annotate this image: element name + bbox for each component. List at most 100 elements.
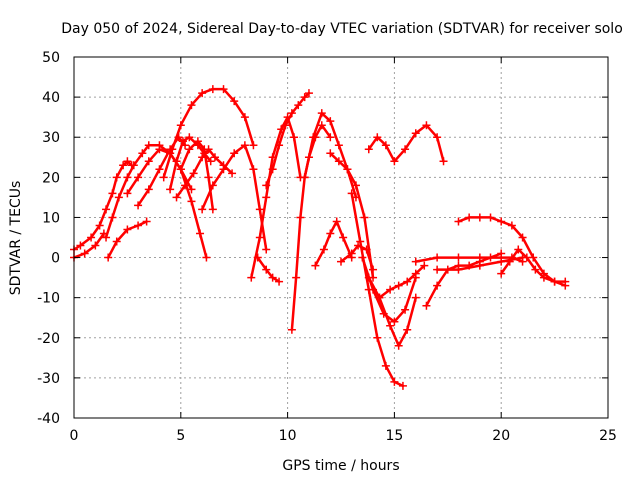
series-arc-23 — [378, 264, 426, 299]
data-point-marker — [381, 141, 390, 150]
series-arc-9 — [179, 139, 215, 211]
series-arc-14 — [264, 91, 311, 187]
data-point-marker — [300, 93, 309, 102]
data-point-marker — [356, 237, 365, 246]
series-arc-11 — [200, 143, 268, 251]
data-point-marker — [507, 221, 516, 230]
chart-title: Day 050 of 2024, Sidereal Day-to-day VTE… — [61, 21, 623, 37]
data-point-marker — [185, 133, 194, 142]
x-tick-label: 5 — [176, 428, 185, 444]
data-point-marker — [486, 213, 495, 222]
data-point-marker — [219, 165, 228, 174]
data-point-marker — [497, 217, 506, 226]
data-point-marker — [262, 265, 271, 274]
series-arc-18 — [329, 152, 375, 279]
data-point-marker — [178, 137, 187, 146]
data-point-marker — [208, 205, 217, 214]
data-point-marker — [193, 137, 202, 146]
series-arc-24 — [367, 123, 445, 163]
data-point-marker — [138, 149, 147, 158]
data-point-marker — [304, 89, 313, 98]
data-point-marker — [326, 133, 335, 142]
data-point-marker — [281, 121, 290, 130]
data-point-marker — [550, 277, 559, 286]
data-point-marker — [300, 173, 309, 182]
data-point-marker — [373, 333, 382, 342]
data-point-marker — [255, 205, 264, 214]
data-point-marker — [123, 225, 132, 234]
series-arc-20 — [350, 192, 405, 388]
data-point-marker — [155, 145, 164, 154]
data-point-marker — [561, 277, 570, 286]
data-point-marker — [475, 213, 484, 222]
data-point-marker — [204, 145, 213, 154]
data-point-marker — [204, 173, 213, 182]
data-point-marker — [375, 293, 384, 302]
data-point-marker — [189, 169, 198, 178]
data-point-marker — [119, 161, 128, 170]
data-point-marker — [155, 165, 164, 174]
data-point-marker — [102, 205, 111, 214]
data-point-marker — [420, 261, 429, 270]
data-point-marker — [326, 149, 335, 158]
data-point-marker — [394, 281, 403, 290]
data-point-marker — [142, 217, 151, 226]
data-point-marker — [326, 229, 335, 238]
data-point-marker — [343, 165, 352, 174]
data-point-marker — [108, 189, 117, 198]
data-point-marker — [255, 233, 264, 242]
data-point-marker — [275, 277, 284, 286]
series-group — [70, 85, 570, 390]
data-point-marker — [475, 253, 484, 262]
data-point-marker — [176, 121, 185, 130]
data-point-marker — [219, 85, 228, 94]
data-point-marker — [181, 181, 190, 190]
data-point-marker — [454, 253, 463, 262]
data-point-marker — [268, 273, 277, 282]
data-point-marker — [290, 133, 299, 142]
data-point-marker — [249, 141, 258, 150]
data-point-marker — [394, 341, 403, 350]
data-point-marker — [187, 197, 196, 206]
data-point-marker — [123, 157, 132, 166]
data-point-marker — [411, 269, 420, 278]
data-point-marker — [144, 141, 153, 150]
data-point-marker — [206, 157, 215, 166]
data-point-marker — [228, 169, 237, 178]
data-point-marker — [187, 101, 196, 110]
x-tick-label: 0 — [70, 428, 79, 444]
data-point-marker — [465, 213, 474, 222]
data-point-marker — [360, 213, 369, 222]
data-point-marker — [253, 253, 262, 262]
data-point-marker — [144, 185, 153, 194]
series-arc-10 — [175, 148, 234, 199]
series-arc-13 — [256, 256, 281, 283]
y-tick-label: -30 — [37, 371, 60, 387]
data-point-marker — [337, 257, 345, 266]
data-point-marker — [123, 189, 132, 198]
data-point-marker — [411, 293, 420, 302]
data-point-marker — [129, 161, 138, 170]
y-axis-label: SDTVAR / TECUs — [8, 181, 24, 296]
series-arc-17 — [314, 220, 353, 267]
series-arc-22 — [367, 276, 418, 348]
data-point-marker — [439, 157, 448, 166]
data-point-marker — [240, 113, 249, 122]
data-point-marker — [294, 101, 303, 110]
data-point-marker — [339, 233, 348, 242]
data-point-marker — [317, 109, 326, 118]
data-point-marker — [198, 205, 207, 214]
data-point-marker — [210, 153, 219, 162]
data-point-marker — [123, 173, 132, 182]
series-arc-2 — [72, 232, 106, 259]
data-point-marker — [166, 185, 175, 194]
data-point-marker — [531, 265, 540, 274]
data-point-marker — [249, 165, 258, 174]
data-point-marker — [240, 141, 249, 150]
series-arc-12 — [250, 115, 302, 279]
data-point-marker — [112, 237, 121, 246]
data-point-marker — [134, 201, 143, 210]
axis-ticks: 0 5 10 15 20 25 -40 -30 -20 -10 0 10 20 30 40 50 — [37, 50, 617, 444]
data-point-marker — [287, 325, 296, 334]
